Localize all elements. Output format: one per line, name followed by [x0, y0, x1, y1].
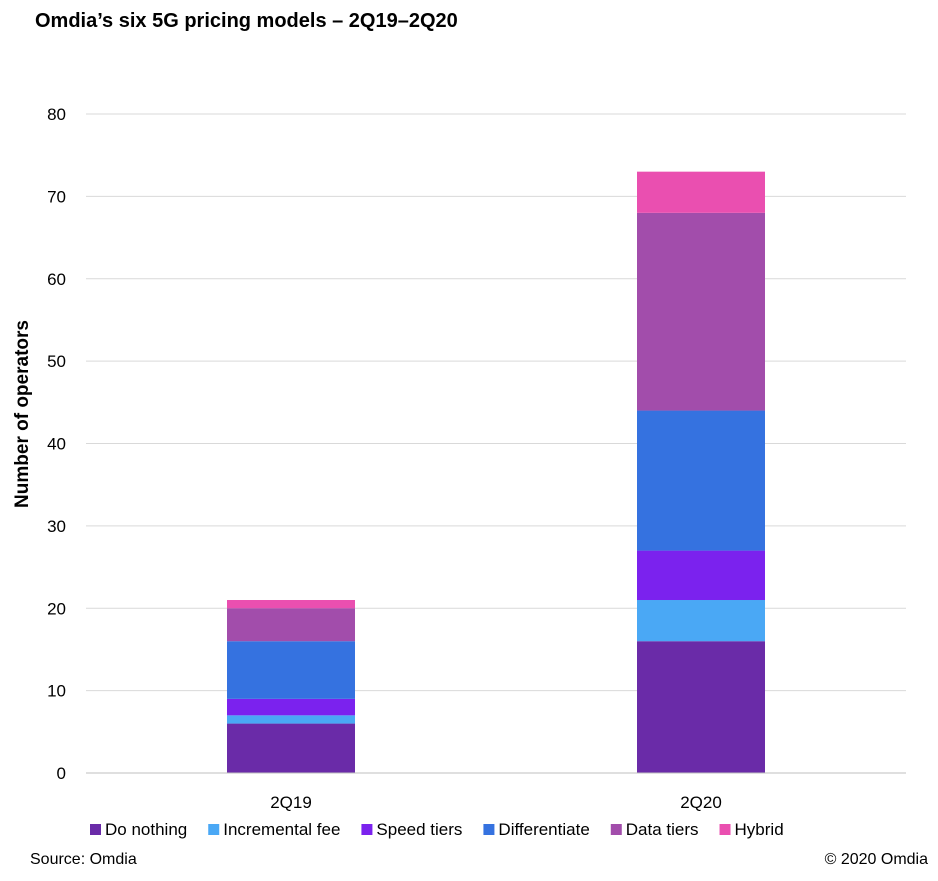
bar-segment-data-tiers — [637, 212, 765, 411]
bars — [227, 171, 765, 773]
y-tick-label: 40 — [47, 435, 66, 454]
x-tick-label: 2Q20 — [680, 793, 722, 812]
bar-segment-hybrid — [227, 600, 355, 609]
y-tick-label: 70 — [47, 187, 66, 206]
bar-segment-do-nothing — [227, 723, 355, 773]
y-tick-label: 20 — [47, 599, 66, 618]
bar-segment-data-tiers — [227, 608, 355, 642]
source-note: Source: Omdia — [30, 851, 137, 868]
legend-swatch — [719, 824, 731, 835]
y-tick-label: 50 — [47, 352, 66, 371]
legend-label: Hybrid — [735, 820, 784, 839]
y-axis-label: Number of operators — [12, 320, 33, 508]
bar-segment-incremental-fee — [227, 715, 355, 724]
bar-segment-speed-tiers — [637, 550, 765, 601]
legend-swatch — [610, 824, 622, 835]
legend-label: Do nothing — [105, 820, 187, 839]
legend-swatch — [361, 824, 373, 835]
y-tick-label: 10 — [47, 682, 66, 701]
y-tick-label: 0 — [57, 764, 66, 783]
x-tick-label: 2Q19 — [270, 793, 312, 812]
bar-segment-differentiate — [637, 410, 765, 551]
legend: Do nothing Incremental fee Speed tiers Diff… — [90, 820, 784, 839]
legend-item: Incremental fee — [208, 820, 340, 839]
legend-swatch — [483, 824, 495, 835]
x-axis-ticks: 2Q19 2Q20 — [86, 772, 906, 812]
bar-segment-do-nothing — [637, 641, 765, 773]
bar-segment-speed-tiers — [227, 698, 355, 716]
legend-item: Differentiate — [483, 820, 590, 839]
legend-swatch — [90, 824, 101, 835]
y-tick-label: 30 — [47, 517, 66, 536]
y-tick-label: 80 — [47, 105, 66, 124]
legend-label: Differentiate — [498, 820, 589, 839]
legend-item: Hybrid — [719, 820, 784, 839]
bar-segment-hybrid — [637, 171, 765, 213]
y-axis-ticks: 0 10 20 30 40 50 60 70 80 — [47, 105, 66, 783]
legend-label: Speed tiers — [376, 820, 462, 839]
legend-swatch — [208, 824, 220, 835]
copyright-note: © 2020 Omdia — [824, 851, 928, 868]
legend-label: Incremental fee — [223, 820, 340, 839]
bar-segment-differentiate — [227, 641, 355, 699]
gridlines — [86, 113, 906, 774]
legend-item: Data tiers — [610, 820, 699, 839]
legend-label: Data tiers — [626, 820, 699, 839]
legend-item: Speed tiers — [361, 820, 462, 839]
chart-title: Omdia’s six 5G pricing models – 2Q19–2Q2… — [35, 10, 458, 32]
legend-item: Do nothing — [90, 820, 187, 839]
bar-segment-incremental-fee — [637, 600, 765, 642]
y-tick-label: 60 — [47, 270, 66, 289]
